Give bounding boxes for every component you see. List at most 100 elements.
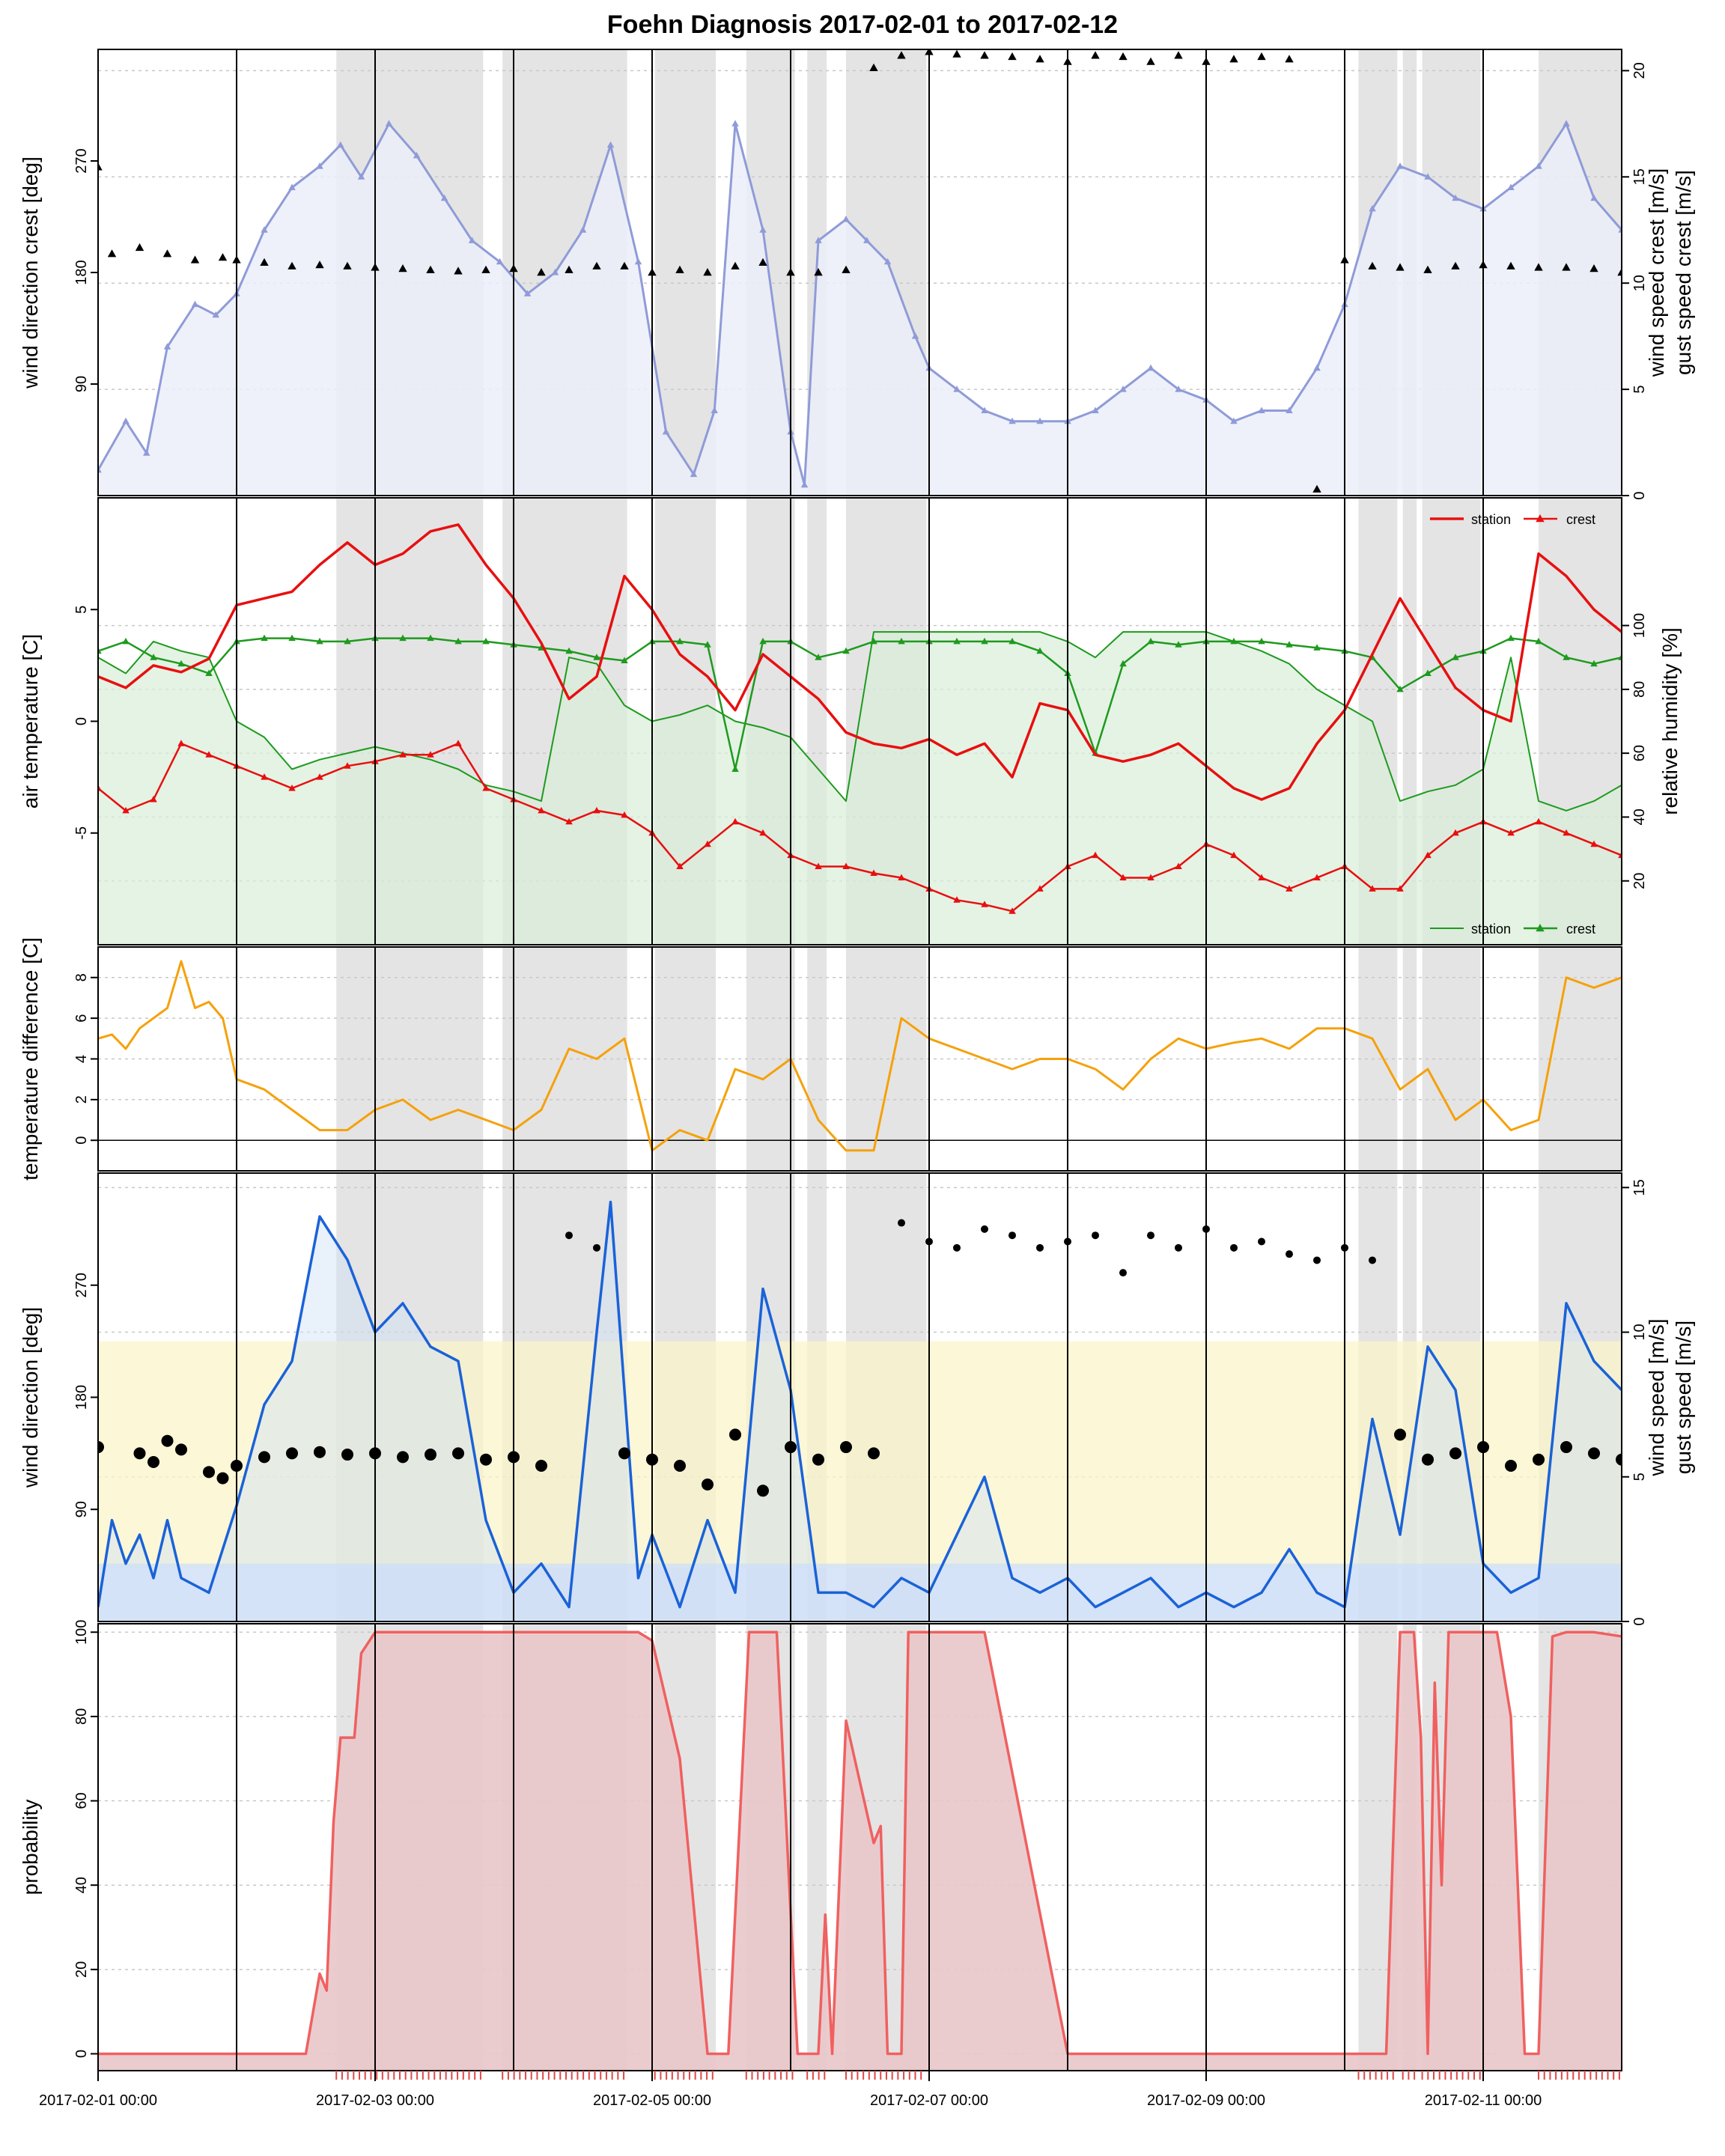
direction-point: [481, 265, 490, 273]
series-point: [177, 660, 185, 667]
direction-point: [203, 1466, 215, 1479]
series-point: [870, 637, 877, 645]
direction-point: [952, 49, 961, 58]
series-line: [98, 631, 1622, 811]
series-point: [1147, 364, 1154, 371]
x-tick-label: 2017-02-09 00:00: [1147, 2092, 1265, 2109]
direction-point: [286, 1447, 298, 1460]
right-tick-label: 10: [1631, 275, 1648, 291]
direction-point: [758, 258, 767, 266]
direction-point: [1036, 1243, 1044, 1252]
series-point: [1452, 829, 1459, 836]
direction-point: [1119, 52, 1128, 61]
foehn-shade: [1358, 947, 1398, 1171]
direction-point: [898, 1219, 905, 1227]
series-point: [538, 806, 545, 814]
series-point: [150, 654, 157, 660]
series-line: [98, 523, 1622, 801]
panel-temperature_difference: 0 2 4 6 8 temperature difference [C]: [19, 937, 1622, 1181]
series-point: [261, 226, 268, 233]
left-tick-label: 2: [73, 1095, 90, 1103]
series-point: [759, 226, 767, 233]
direction-point: [1589, 264, 1598, 272]
series-point: [911, 332, 919, 339]
series-point: [1119, 386, 1127, 392]
direction-point: [814, 268, 823, 276]
series-point: [1535, 162, 1542, 169]
series-point: [496, 258, 504, 265]
series-point: [344, 762, 351, 769]
right-axis-label: gust speed [m/s]: [1672, 1321, 1695, 1474]
direction-point: [593, 1243, 600, 1252]
series-point: [1535, 817, 1542, 825]
series-point: [523, 290, 532, 296]
series-point: [482, 637, 490, 645]
direction-point: [1368, 261, 1377, 270]
left-axis-label: air temperature [C]: [19, 634, 42, 808]
left-tick-label: 180: [73, 260, 90, 284]
series-point: [357, 173, 365, 180]
left-tick-label: 20: [73, 1961, 90, 1978]
series-point: [711, 406, 718, 413]
series-point: [177, 740, 185, 746]
series-point: [870, 869, 877, 876]
direction-point: [147, 1456, 159, 1469]
series-point: [1396, 162, 1404, 169]
right-axis-label: gust speed crest [m/s]: [1672, 170, 1695, 375]
series-point: [1369, 885, 1376, 892]
foehn-shade: [1402, 947, 1417, 1171]
left-tick-label: 5: [73, 606, 90, 614]
direction-point: [565, 265, 574, 273]
right-axis-label: wind speed crest [m/s]: [1645, 168, 1668, 378]
series-point: [205, 751, 213, 758]
series-point: [344, 637, 351, 645]
right-tick-label: 15: [1631, 1179, 1648, 1196]
direction-point: [135, 243, 144, 252]
right-tick-label: 40: [1631, 808, 1648, 825]
left-tick-label: 40: [73, 1877, 90, 1893]
left-tick-label: 270: [73, 148, 90, 173]
direction-point: [1175, 1243, 1182, 1252]
direction-point: [218, 253, 228, 261]
direction-point: [1285, 55, 1294, 63]
x-tick-label: 2017-02-03 00:00: [316, 2092, 434, 2109]
series-point: [621, 657, 628, 663]
series-point: [1119, 660, 1127, 667]
panel-crest_wind: 90 180 270 0 5 10 15 20 wind direction crest [de…: [19, 49, 1695, 500]
series-point: [621, 811, 628, 818]
plot-area: [98, 947, 1622, 1171]
legend-marker-crest: [1536, 514, 1545, 523]
direction-point: [674, 1460, 686, 1473]
direction-point: [1505, 1460, 1517, 1473]
series-point: [593, 806, 600, 814]
series-point: [1036, 885, 1044, 892]
series-point: [1036, 647, 1044, 654]
series-point: [606, 141, 615, 148]
direction-point: [953, 1243, 961, 1252]
direction-point: [1422, 1453, 1434, 1466]
series-point: [1313, 644, 1321, 651]
series-point: [842, 216, 850, 222]
series-point: [122, 417, 130, 424]
series-point: [1175, 386, 1182, 392]
series-point: [316, 773, 323, 780]
right-tick-label: 60: [1631, 745, 1648, 761]
series-point: [704, 840, 711, 847]
plot-area: [98, 498, 1622, 945]
legend-marker-crest: [1536, 924, 1545, 932]
direction-point: [1312, 484, 1321, 493]
series-point: [427, 751, 434, 758]
direction-point: [897, 51, 906, 59]
series-point: [1590, 194, 1598, 201]
series-point: [981, 901, 988, 907]
series-point: [1258, 874, 1265, 880]
direction-point: [1174, 51, 1183, 59]
left-tick-label: 80: [73, 1708, 90, 1725]
direction-point: [162, 249, 172, 258]
left-axis-label: wind direction [deg]: [19, 1307, 42, 1488]
series-point: [191, 300, 199, 308]
series-point: [163, 343, 171, 350]
direction-point: [1119, 1269, 1127, 1277]
right-tick-label: 5: [1631, 1473, 1648, 1481]
legend-temperature: station crest: [1430, 512, 1595, 527]
